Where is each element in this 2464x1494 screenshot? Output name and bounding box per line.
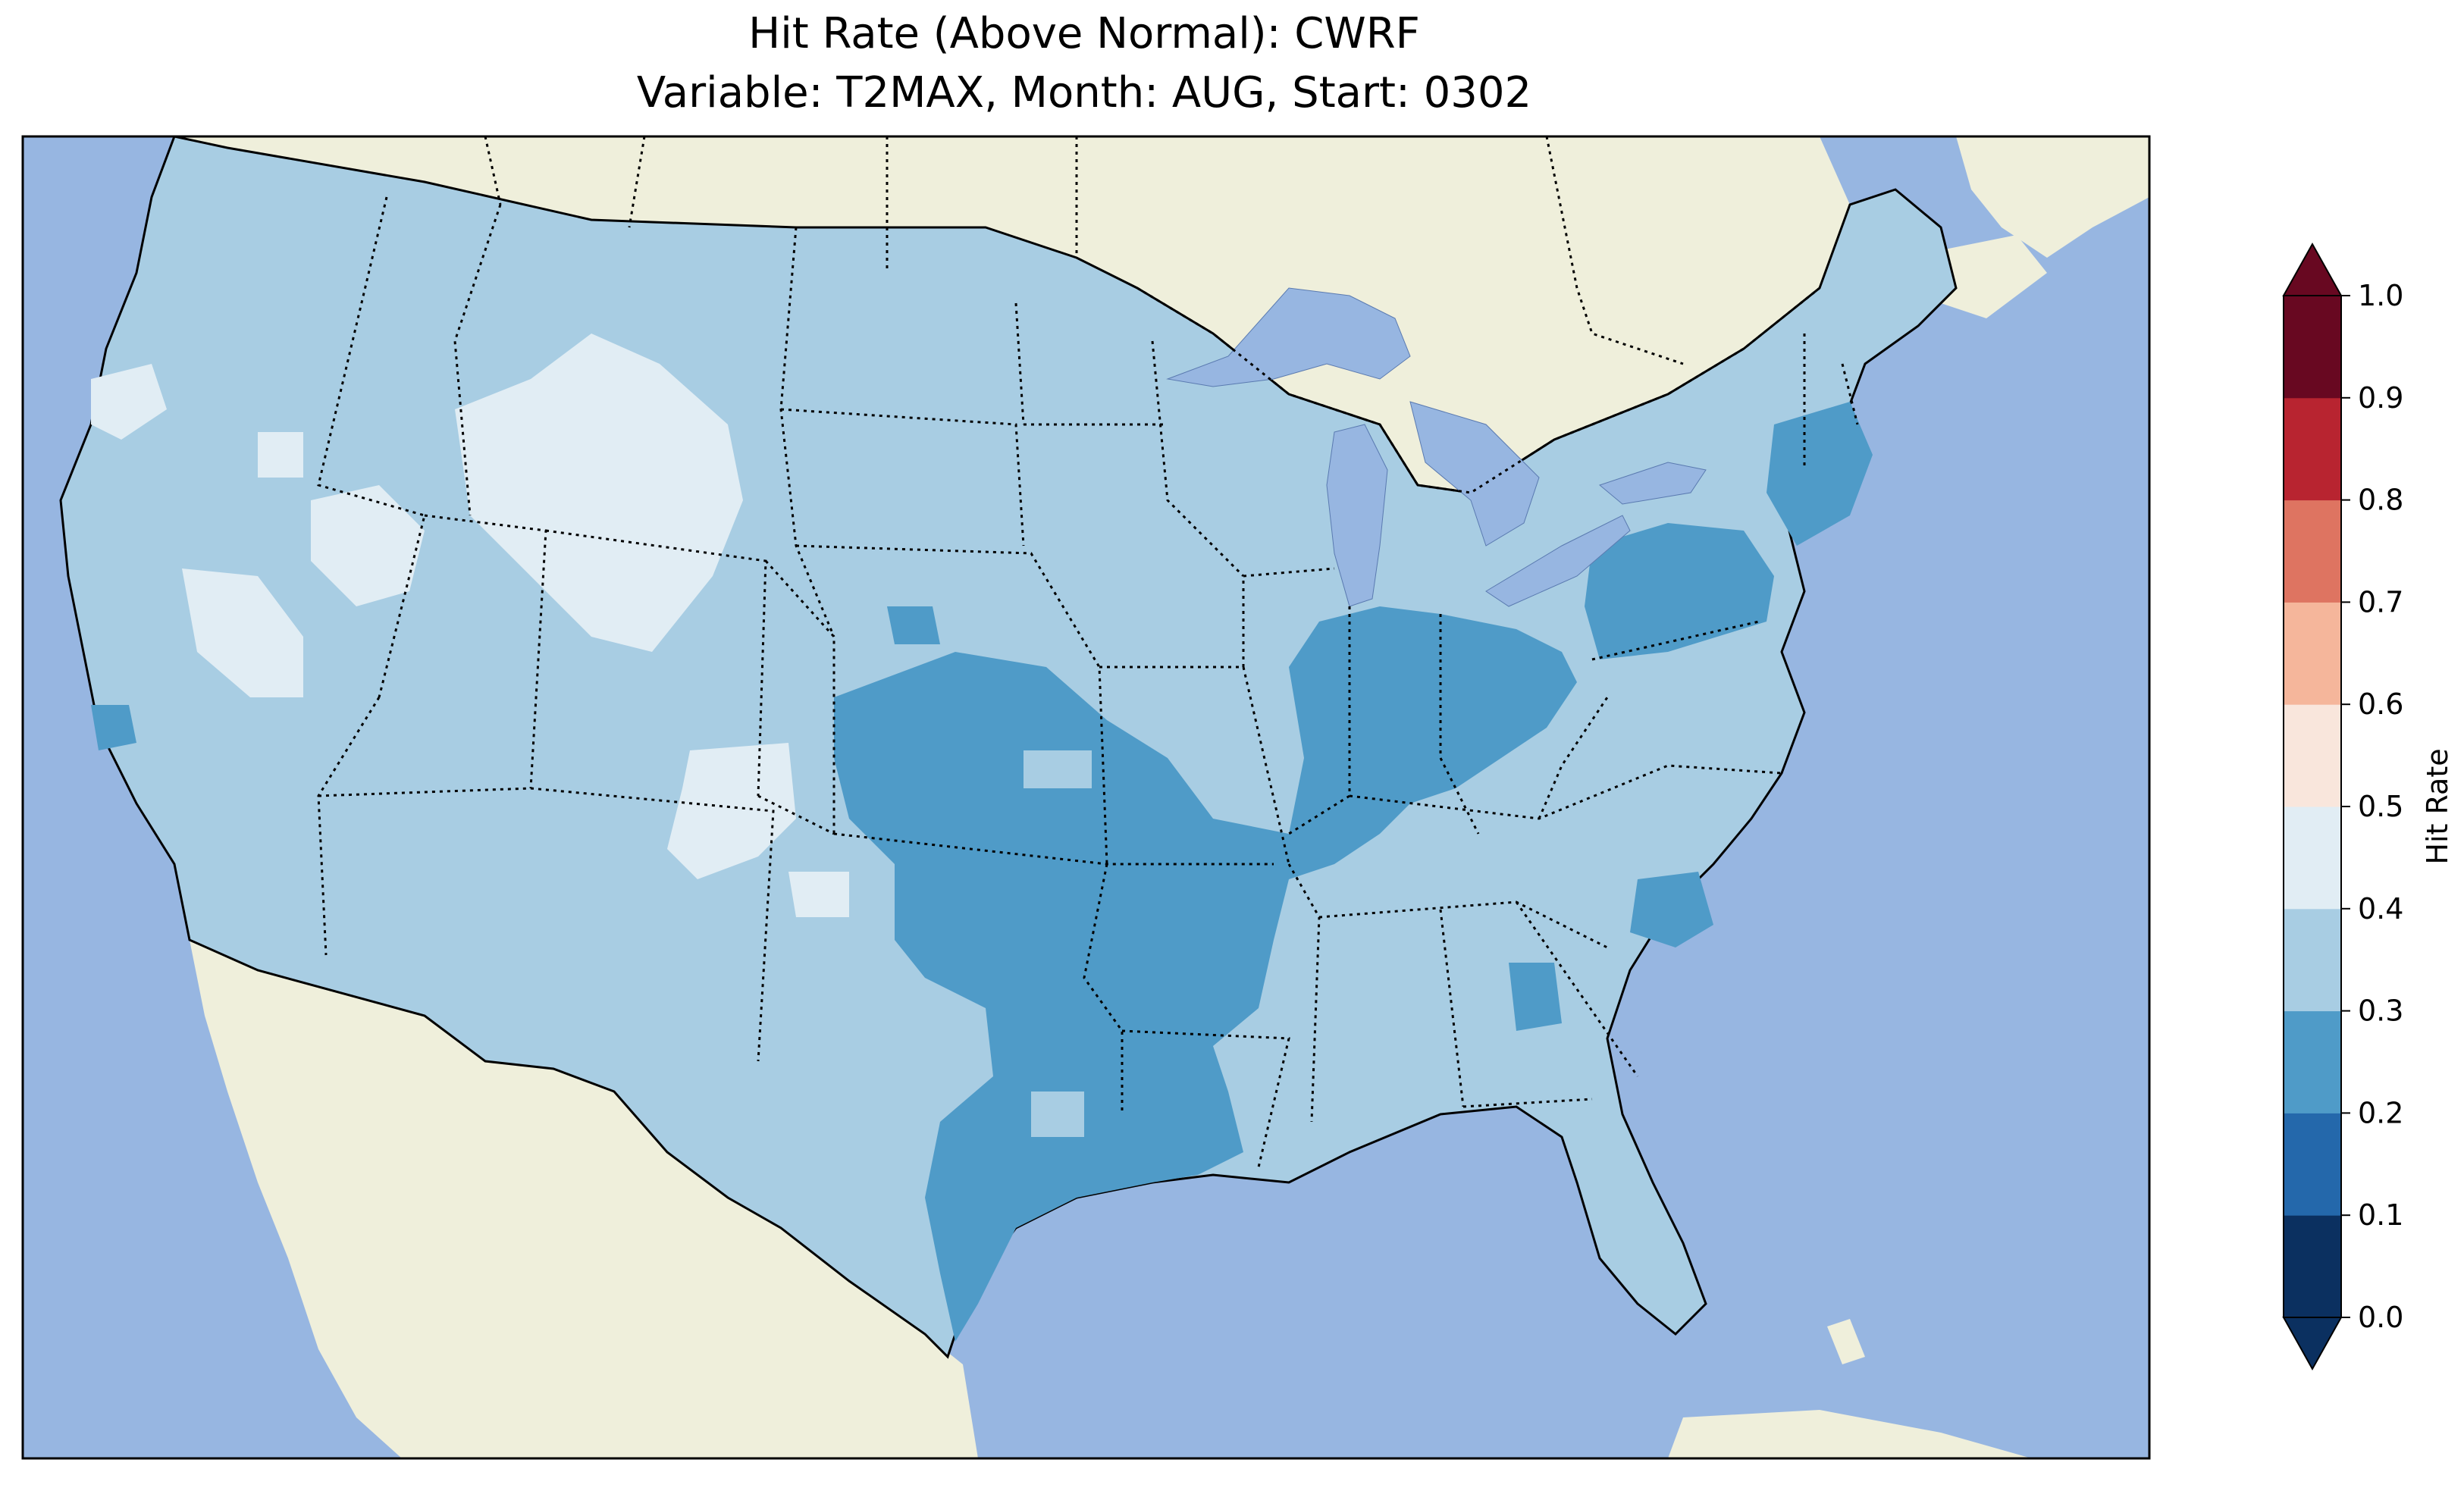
- hit-rate-patch-light: [91, 364, 167, 440]
- hit-rate-patch-light: [258, 432, 303, 478]
- colorbar-extend-max: [2282, 242, 2343, 296]
- colorbar-tick-label: 0.5: [2358, 790, 2403, 823]
- colorbar-tick-label: 0.7: [2358, 585, 2403, 619]
- hit-rate-patch-light: [1031, 1092, 1084, 1137]
- lake-huron: [1409, 401, 1540, 547]
- colorbar-tick-label: 0.9: [2358, 381, 2403, 415]
- colorbar-tick-label: 0.1: [2358, 1198, 2403, 1232]
- colorbar-tick-label: 0.4: [2358, 892, 2403, 926]
- cuba-land: [1668, 1410, 2032, 1458]
- hit-rate-patch-medium: [1509, 963, 1562, 1031]
- map-title-line-2: Variable: T2MAX, Month: AUG, Start: 0302: [636, 68, 1532, 117]
- colorbar-swatch: [2284, 908, 2341, 1012]
- colorbar-swatch: [2284, 1010, 2341, 1113]
- maritimes-land: [1956, 136, 2149, 258]
- colorbar-swatch: [2284, 500, 2341, 603]
- hit-rate-patch-light: [182, 568, 303, 697]
- hit-rate-patch-light: [667, 743, 796, 879]
- hit-rate-patch-medium: [1630, 872, 1713, 947]
- colorbar-extend-min: [2282, 1317, 2343, 1371]
- colorbar-tick-label: 0.0: [2358, 1301, 2403, 1334]
- colorbar-tick-label: 0.6: [2358, 687, 2403, 721]
- colorbar-tick-label: 0.2: [2358, 1096, 2403, 1129]
- province-borders: [484, 136, 1684, 365]
- hit-rate-patch-light: [455, 334, 743, 652]
- hit-rate-patch-medium: [887, 606, 940, 644]
- map-frame: [21, 135, 2151, 1460]
- lake-michigan: [1326, 424, 1388, 607]
- colorbar-swatch: [2284, 807, 2341, 910]
- map-title-line-1: Hit Rate (Above Normal): CWRF: [748, 9, 1420, 58]
- baja-california: [197, 940, 432, 1425]
- canada-land: [174, 136, 1850, 493]
- colorbar-swatch: [2284, 296, 2341, 399]
- colorbar-swatch: [2284, 602, 2341, 705]
- hit-rate-patch-light: [788, 872, 849, 917]
- hit-rate-patch-medium: [91, 705, 136, 750]
- state-borders: [317, 196, 1859, 1168]
- colorbar-tick-label: 0.8: [2358, 484, 2403, 517]
- nova-scotia: [1941, 235, 2047, 318]
- hit-rate-patch-medium: [1585, 523, 1774, 659]
- hit-rate-patch-medium: [1766, 402, 1873, 546]
- colorbar-tick-label: 1.0: [2358, 279, 2403, 312]
- lake-erie: [1485, 515, 1631, 607]
- lake-superior: [1166, 287, 1411, 387]
- colorbar-swatch: [2284, 1113, 2341, 1216]
- bahamas-islands: [1827, 1319, 1865, 1364]
- hit-rate-patch-light: [1024, 750, 1092, 788]
- lake-ontario: [1598, 462, 1707, 505]
- colorbar-swatch: [2284, 1215, 2341, 1318]
- colorbar-tick-label: 0.3: [2358, 994, 2403, 1028]
- colorbar-swatch: [2284, 704, 2341, 807]
- colorbar-label: Hit Rate: [2421, 748, 2454, 864]
- hit-rate-patch-light: [311, 485, 425, 606]
- canada-us-border: [1136, 287, 1820, 494]
- hit-rate-patch-medium: [834, 606, 1577, 1342]
- colorbar-swatch: [2284, 397, 2341, 501]
